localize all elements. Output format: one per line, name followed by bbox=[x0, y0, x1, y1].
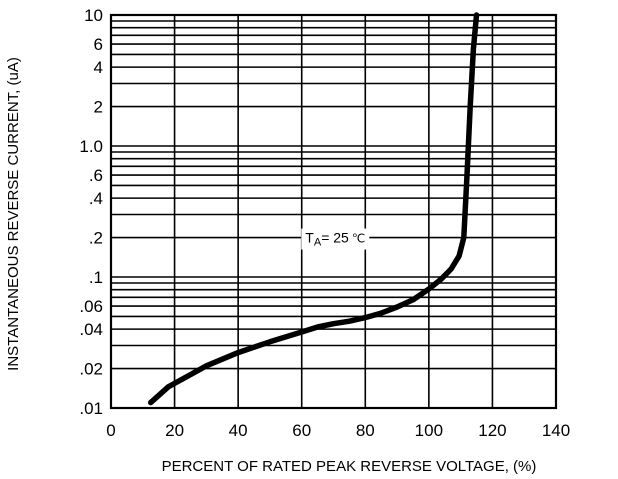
y-tick-label: .02 bbox=[79, 360, 103, 379]
y-tick-label: 10 bbox=[84, 6, 103, 25]
temperature-annotation: TA= 25 ℃ bbox=[305, 230, 365, 249]
annotation-subscript: A bbox=[314, 237, 322, 249]
annotation-background bbox=[301, 228, 370, 250]
x-tick-label: 0 bbox=[106, 421, 115, 440]
annotation-main: T bbox=[305, 230, 314, 246]
y-axis-title: INSTANTANEOUS REVERSE CURRENT, (uA) bbox=[5, 57, 22, 371]
annotation-layer: TA= 25 ℃ bbox=[301, 228, 370, 250]
y-tick-label: .04 bbox=[79, 320, 103, 339]
x-tick-label: 80 bbox=[356, 421, 375, 440]
plot-frame bbox=[109, 13, 558, 410]
x-tick-label: 100 bbox=[415, 421, 443, 440]
grid-lines bbox=[109, 13, 558, 410]
x-tick-label: 20 bbox=[165, 421, 184, 440]
y-tick-label: 6 bbox=[94, 35, 103, 54]
y-tick-label: .06 bbox=[79, 297, 103, 316]
tick-labels: 0 20 40 60 80 100 120 140 .01 .02 .04 .06 .1 .2 .4 .6 1.… bbox=[79, 6, 570, 440]
y-tick-label: .2 bbox=[89, 229, 103, 248]
curve-layer bbox=[147, 12, 480, 406]
reverse-current-curve bbox=[147, 12, 480, 406]
annotation-value: = 25 bbox=[321, 230, 349, 246]
y-tick-label: .1 bbox=[89, 268, 103, 287]
x-tick-label: 140 bbox=[542, 421, 570, 440]
y-tick-label: .6 bbox=[89, 166, 103, 185]
x-tick-label: 40 bbox=[229, 421, 248, 440]
y-tick-label: 2 bbox=[94, 98, 103, 117]
x-tick-label: 120 bbox=[478, 421, 506, 440]
x-axis-title: PERCENT OF RATED PEAK REVERSE VOLTAGE, (… bbox=[162, 458, 537, 475]
x-tick-label: 60 bbox=[292, 421, 311, 440]
y-tick-label: .4 bbox=[89, 189, 103, 208]
annotation-unit: ℃ bbox=[352, 232, 365, 246]
y-tick-label: .01 bbox=[79, 399, 103, 418]
y-tick-label: 1.0 bbox=[79, 137, 103, 156]
y-tick-label: 4 bbox=[94, 58, 103, 77]
